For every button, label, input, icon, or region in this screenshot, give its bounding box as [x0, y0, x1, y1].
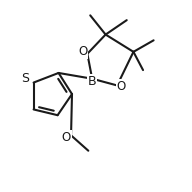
Text: O: O: [117, 80, 126, 93]
Text: S: S: [21, 72, 29, 85]
Text: O: O: [78, 45, 87, 58]
Text: B: B: [88, 75, 96, 88]
Text: O: O: [62, 131, 71, 144]
